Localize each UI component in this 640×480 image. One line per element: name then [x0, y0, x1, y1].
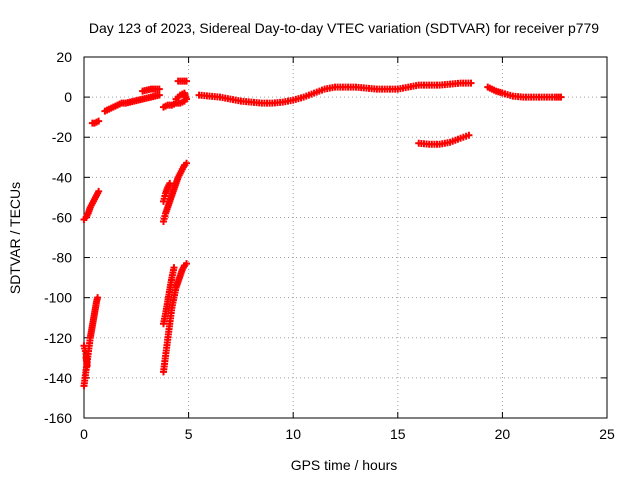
data-point: [172, 95, 180, 103]
x-tick-label: 25: [599, 426, 615, 442]
data-point: [94, 294, 102, 302]
y-tick-label: -80: [52, 250, 72, 266]
data-point: [95, 187, 103, 195]
data-point: [155, 85, 163, 93]
y-tick-label: -60: [52, 209, 72, 225]
x-tick-label: 5: [185, 426, 193, 442]
data-point: [183, 159, 191, 167]
data-point: [95, 117, 103, 125]
x-tick-label: 15: [390, 426, 406, 442]
data-point: [155, 91, 163, 99]
y-tick-label: -160: [44, 410, 72, 426]
y-tick-label: -20: [52, 129, 72, 145]
chart-title: Day 123 of 2023, Sidereal Day-to-day VTE…: [89, 20, 599, 36]
data-point: [183, 77, 191, 85]
y-tick-label: -40: [52, 169, 72, 185]
x-tick-label: 10: [285, 426, 301, 442]
plot-frame: [83, 56, 608, 419]
data-point: [183, 260, 191, 268]
data-point: [465, 131, 473, 139]
data-point: [557, 93, 565, 101]
x-tick-label: 20: [495, 426, 511, 442]
y-tick-label: -100: [44, 290, 72, 306]
data-point: [82, 354, 90, 362]
y-tick-label: -120: [44, 330, 72, 346]
y-tick-label: 20: [56, 49, 72, 65]
y-tick-label: -140: [44, 370, 72, 386]
data-points: [80, 77, 565, 390]
x-tick-label: 0: [80, 426, 88, 442]
ticks: 0 5 10 15 20 25 -160 -140 -120 -100 -80 -60 -40 -20 0 2…: [44, 49, 615, 442]
data-point: [170, 264, 178, 272]
data-point: [166, 179, 174, 187]
x-axis-label: GPS time / hours: [291, 457, 398, 473]
grid: [84, 57, 607, 418]
y-tick-label: 0: [64, 89, 72, 105]
data-point: [467, 79, 475, 87]
y-axis-label: SDTVAR / TECUs: [7, 182, 23, 294]
